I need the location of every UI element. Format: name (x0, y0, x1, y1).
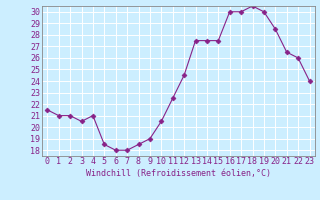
X-axis label: Windchill (Refroidissement éolien,°C): Windchill (Refroidissement éolien,°C) (86, 169, 271, 178)
